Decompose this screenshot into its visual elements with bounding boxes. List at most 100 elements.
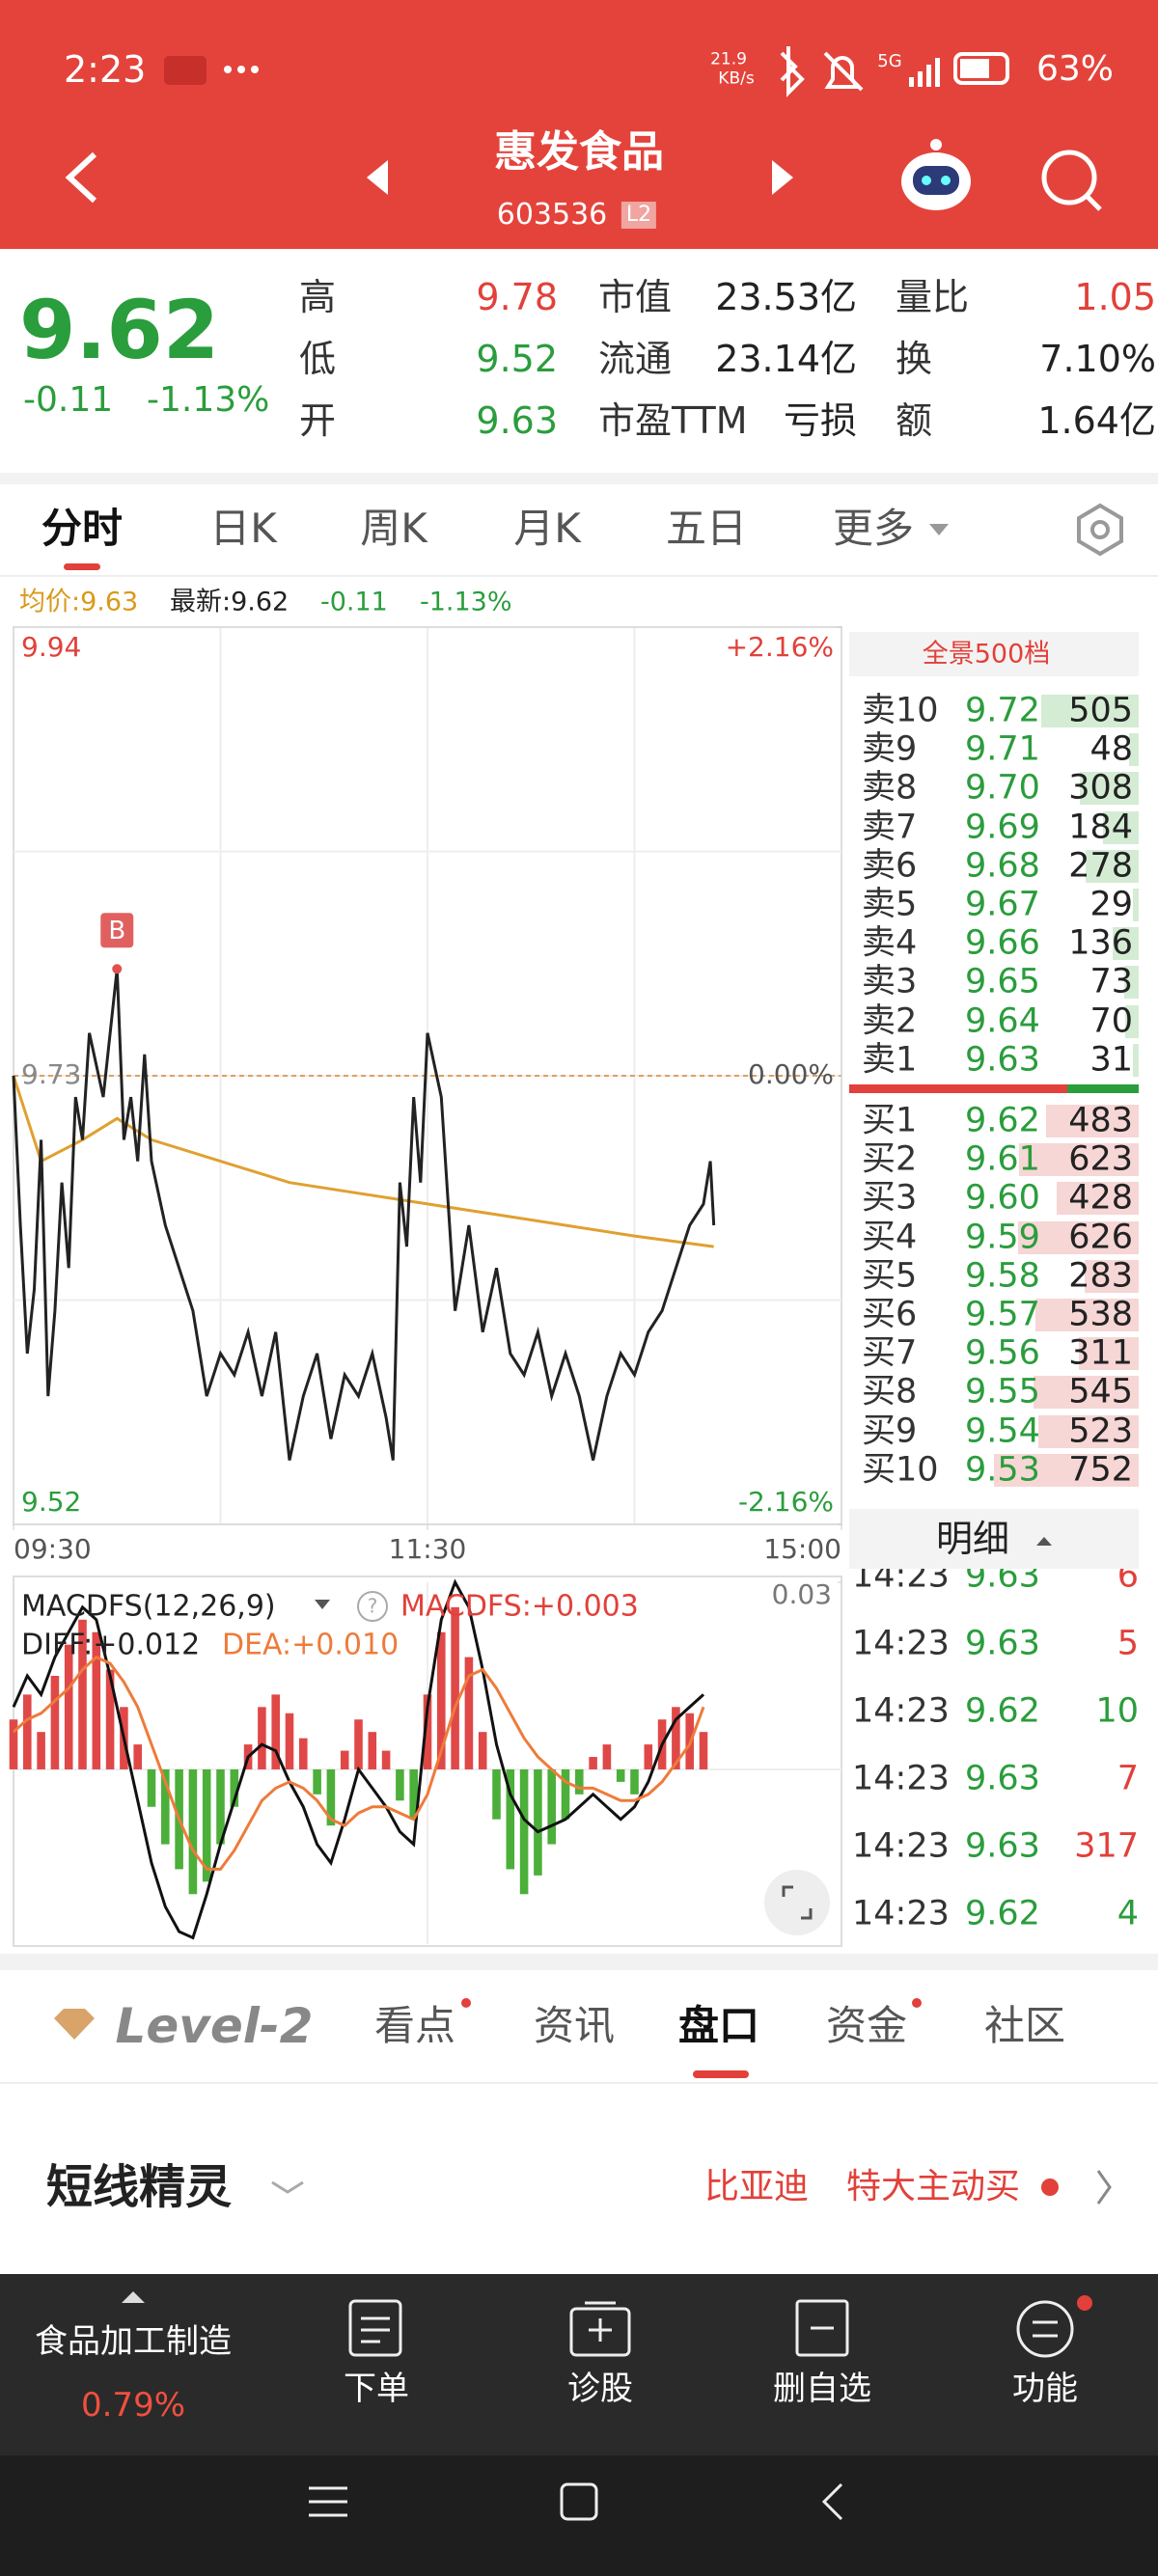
search-button[interactable] [1041,150,1102,211]
stat-label: 流通 [598,338,673,380]
section-tab[interactable]: 看点 [373,2002,456,2049]
macd-bar [216,1768,225,1845]
book-price: 9.67 [965,885,1040,924]
book-price: 9.62 [965,1101,1040,1140]
indicator-dropdown[interactable] [315,1600,330,1609]
tab-indicator [64,563,100,570]
macd-bar [602,1744,612,1769]
book-volume: 626 [1068,1218,1133,1257]
stat-label: 低 [299,338,337,380]
section-tab[interactable]: 资金 [825,2002,908,2049]
avg-price: 均价:9.63 [19,587,139,617]
stat-label: 换 [896,338,933,380]
next-stock[interactable] [772,160,793,195]
depth-bar [1129,733,1139,767]
book-price: 9.66 [965,923,1040,963]
book-label: 买4 [862,1218,918,1257]
stat-label: 市盈TTM [598,399,748,442]
nav-label[interactable]: 删自选 [773,2370,871,2408]
macd-bar [616,1768,625,1782]
trade-price: 9.63 [965,1569,1040,1596]
macd-label: MACDFS:+0.003 [400,1590,639,1624]
chart-tab[interactable]: 五日 [665,505,748,552]
book-price: 9.71 [965,729,1040,769]
book-volume: 538 [1068,1295,1133,1334]
section-tab[interactable]: 社区 [983,2002,1066,2049]
level-badge: L2 [620,202,657,229]
nav-label[interactable]: 功能 [1012,2370,1078,2408]
section-tab[interactable]: 盘口 [677,2002,760,2049]
macd-bar [50,1675,60,1769]
depth-bar [1045,1105,1139,1137]
more-dots [224,66,259,73]
signal-more[interactable] [1096,2170,1112,2205]
settings-button[interactable] [1077,503,1123,557]
sector-change: 0.79% [80,2386,186,2425]
trades-header-bg [849,1509,1139,1569]
trade-marker-dot [112,964,123,974]
chart-tab[interactable]: 周K [360,505,427,552]
macd-bar [506,1768,515,1870]
book-price: 9.65 [965,962,1040,1001]
chart-tab[interactable]: 日K [209,505,277,552]
assistant-robot[interactable] [901,139,971,210]
back-button[interactable] [65,151,97,204]
trade-time: 14:23 [852,1624,950,1663]
signal-stock[interactable]: 比亚迪 [704,2167,810,2206]
help-icon[interactable] [357,1591,388,1622]
book-price: 9.72 [965,691,1040,730]
macd-bar [23,1694,32,1769]
macd-bar [285,1713,294,1769]
macd-bar [561,1768,570,1820]
net-speed: 21.9 [710,49,747,69]
chart-tab[interactable]: 月K [513,505,581,552]
app-icon [164,56,207,85]
stat-value: 9.63 [476,399,558,442]
trade-volume: 7 [1117,1759,1139,1798]
depth-bar [1132,1043,1139,1077]
book-volume: 278 [1068,846,1133,886]
sector-name[interactable]: 食品加工制造 [35,2322,232,2361]
book-label: 买2 [862,1139,918,1179]
stat-value: 9.52 [476,338,558,380]
depth-bar [1103,810,1139,844]
tab-underline [693,2070,749,2078]
book-label: 卖2 [862,1001,918,1041]
macd-bar [340,1750,349,1769]
macd-bar [630,1768,639,1795]
battery-level [960,59,989,78]
book-label: 卖3 [862,962,918,1001]
depth-bar [1084,1259,1139,1293]
nav-label[interactable]: 诊股 [567,2370,633,2408]
nav-label[interactable]: 下单 [344,2370,409,2408]
macd-bar [202,1768,211,1882]
chart-tab[interactable]: 分时 [41,505,124,552]
bottom-nav [0,2274,1158,2455]
network: 5G [877,51,902,71]
price-percent: -1.13% [147,380,270,420]
book-label: 卖1 [862,1040,918,1080]
trade-price: 9.63 [965,1826,1040,1866]
header-bar [0,0,1158,249]
macd-bar [451,1606,459,1769]
signal-event[interactable]: 特大主动买 [846,2167,1021,2206]
more-arrow [929,524,949,535]
macd-bar [230,1768,239,1807]
section-tab[interactable]: 资讯 [533,2002,616,2049]
mute-icon [823,51,864,92]
expand-button[interactable] [764,1870,830,1935]
prev-stock[interactable] [367,160,388,195]
book-volume: 428 [1068,1178,1133,1218]
x-tick-label: 15:00 [763,1533,841,1565]
depth-bar [1124,966,1139,1000]
book-label: 买10 [862,1450,939,1490]
section-tab[interactable]: Level-2 [115,1998,314,2054]
chart-tab[interactable]: 更多 [832,505,915,552]
trade-marker [100,913,134,948]
y-tick-label: 0.03 [772,1578,832,1610]
signal-icons [271,2170,1112,2205]
y2-tick-label: 0.00% [748,1058,834,1090]
status-time: 2:23 [64,48,147,91]
trade-volume: 4 [1117,1894,1139,1933]
book-label: 买9 [862,1411,918,1451]
